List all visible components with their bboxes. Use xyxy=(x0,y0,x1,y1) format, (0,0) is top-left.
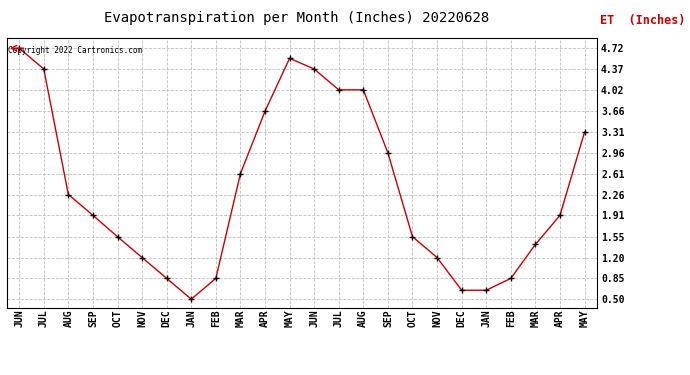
Text: Evapotranspiration per Month (Inches) 20220628: Evapotranspiration per Month (Inches) 20… xyxy=(104,11,489,25)
Text: Copyright 2022 Cartronics.com: Copyright 2022 Cartronics.com xyxy=(8,46,142,55)
Text: ET  (Inches): ET (Inches) xyxy=(600,14,685,27)
